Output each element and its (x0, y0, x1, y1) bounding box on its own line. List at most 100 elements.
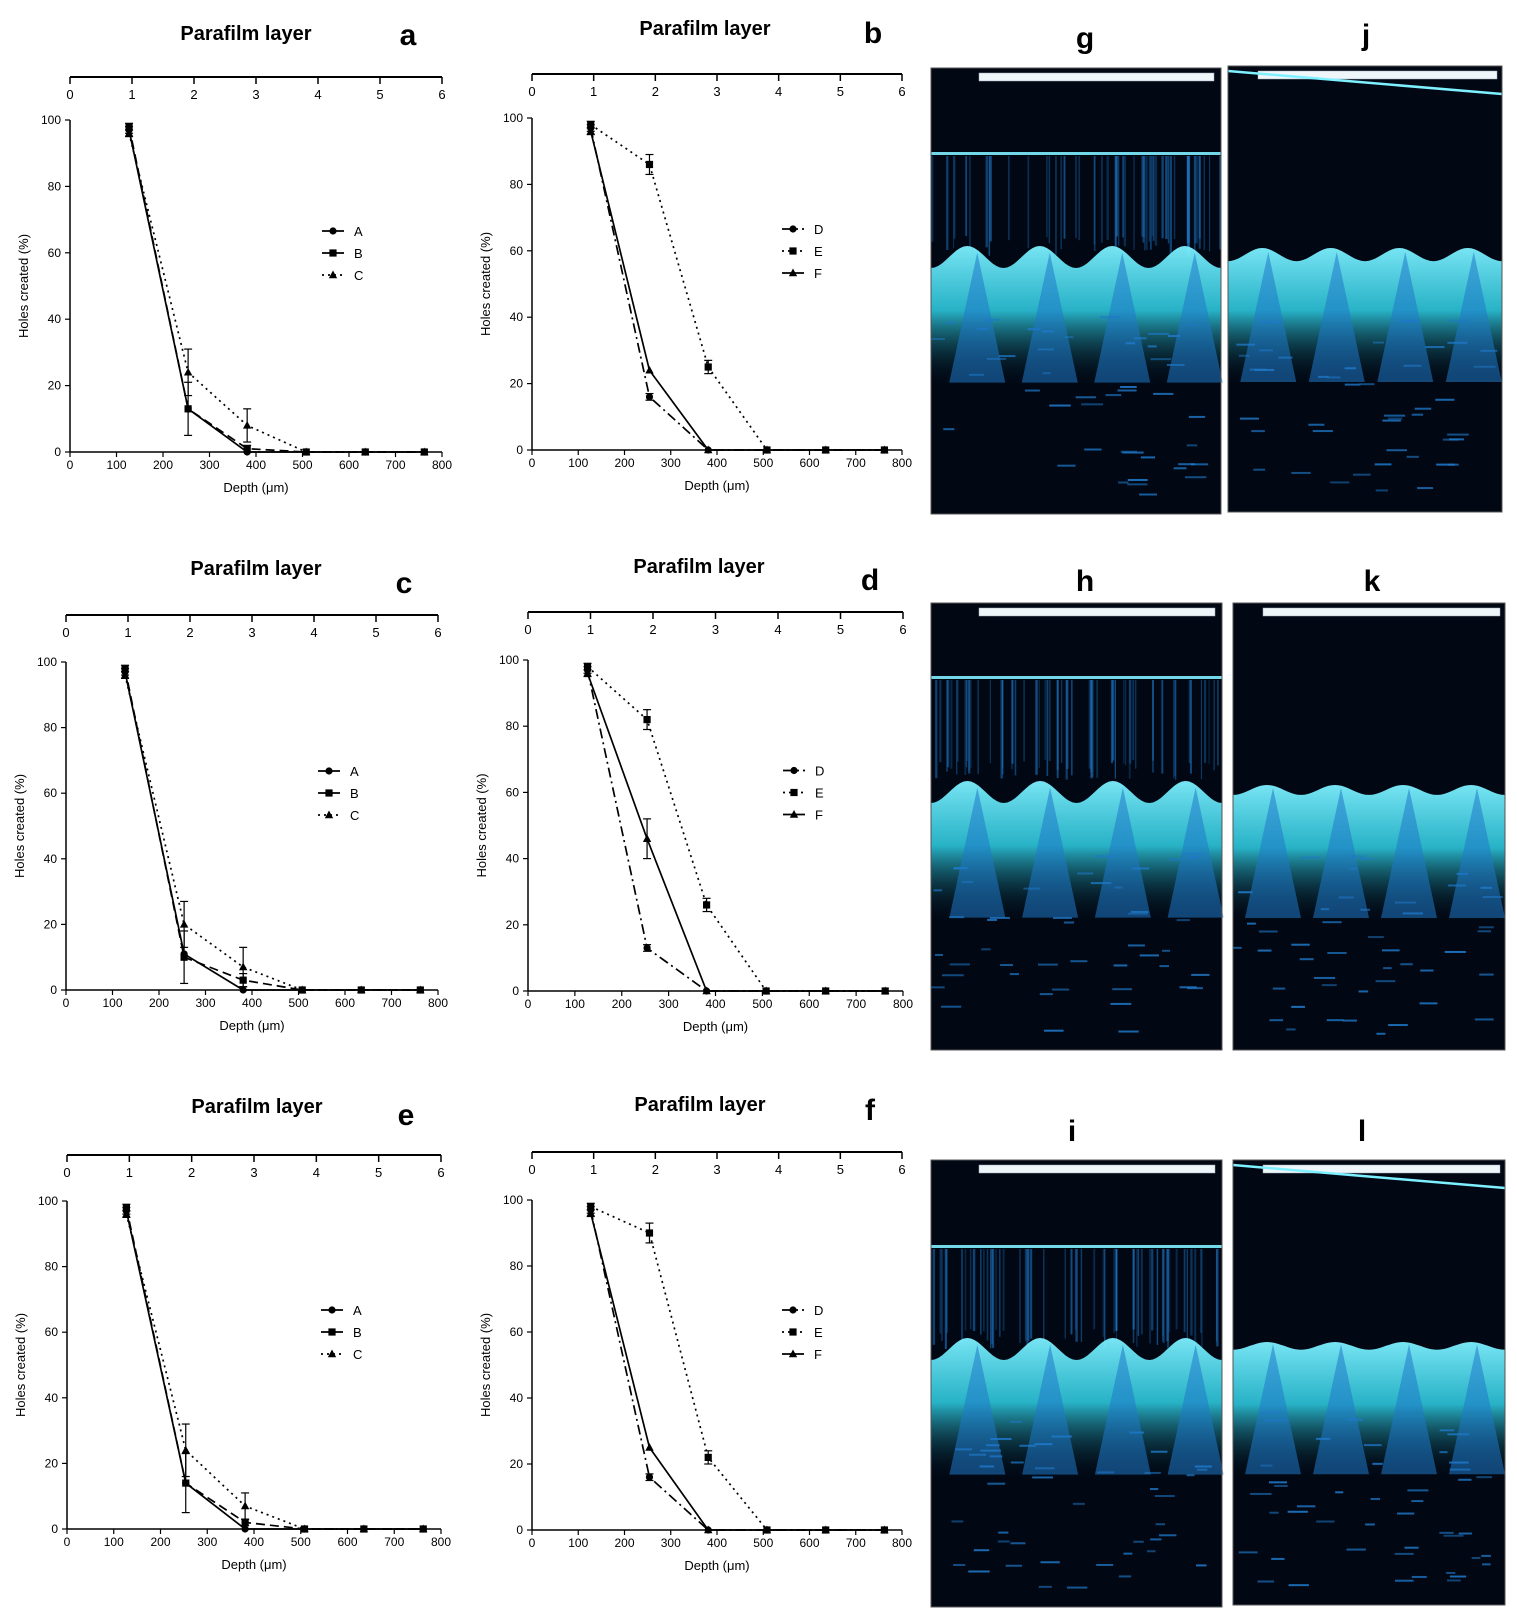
speckle-streak (939, 680, 942, 763)
speckle-dash (1127, 478, 1148, 481)
speckle-dash (1024, 389, 1040, 392)
speckle-streak (1169, 156, 1173, 255)
speckle-dash (1159, 965, 1169, 968)
series-F (583, 668, 890, 995)
data-point-C (357, 985, 366, 994)
legend-marker (789, 1306, 797, 1314)
series-D (586, 1205, 889, 1534)
speckle-dash (1287, 1510, 1308, 1513)
top-axis-tick-label: 6 (898, 84, 905, 99)
x-tick-label: 700 (846, 997, 866, 1011)
data-point-F (586, 126, 595, 135)
speckle-streak (1174, 680, 1177, 780)
speckle-dash (1196, 1564, 1207, 1567)
speckle-streak (945, 1249, 949, 1333)
data-point-E (704, 1453, 712, 1461)
speckle-dash (1072, 1502, 1085, 1505)
speckle-dash (1131, 867, 1150, 870)
speckle-streak (1046, 680, 1049, 777)
x-tick-label: 0 (529, 1536, 536, 1550)
speckle-dash (941, 1005, 962, 1008)
y-tick-label: 60 (510, 1325, 524, 1339)
x-axis-label: Depth (μm) (223, 480, 288, 495)
top-axis-tick-label: 4 (310, 625, 317, 640)
speckle-dash (955, 1448, 972, 1451)
speckle-dash (1251, 430, 1265, 433)
speckle-dash (998, 1531, 1009, 1534)
legend-item-B: B (321, 1325, 362, 1340)
x-tick-label: 800 (431, 1535, 451, 1549)
speckle-dash (1188, 415, 1206, 418)
speckle-dash (1386, 449, 1407, 452)
speckle-dash (1397, 1512, 1415, 1515)
speckle-dash (1000, 964, 1014, 967)
data-point-F (704, 445, 713, 454)
speckle-dash (953, 866, 968, 869)
y-tick-label: 60 (48, 246, 62, 260)
top-axis-tick-label: 4 (774, 622, 781, 637)
x-tick-label: 200 (614, 456, 634, 470)
speckle-dash (1120, 450, 1138, 453)
x-tick-label: 300 (199, 458, 219, 472)
reflection-line (931, 676, 1222, 679)
speckle-dash (1154, 1495, 1175, 1498)
data-point-C (416, 985, 425, 994)
speckle-dash (1482, 896, 1503, 899)
data-point-F (702, 986, 711, 995)
data-point-F (821, 1525, 830, 1534)
speckle-streak (1134, 680, 1137, 769)
legend-label: A (353, 1303, 362, 1318)
top-axis-tick-label: 5 (375, 1165, 382, 1180)
speckle-dash (1447, 884, 1467, 887)
speckle-dash (1388, 417, 1403, 420)
y-tick-label: 20 (45, 1456, 59, 1470)
x-tick-label: 500 (753, 456, 773, 470)
speckle-dash (1478, 926, 1494, 929)
speckle-dash (1376, 1032, 1386, 1035)
speckle-dash (1010, 1461, 1024, 1464)
scale-bar (1257, 70, 1498, 80)
image-panel-letter: l (1358, 1115, 1366, 1148)
y-tick-label: 20 (48, 379, 62, 393)
speckle-streak (1183, 1249, 1186, 1333)
speckle-dash (1238, 891, 1253, 894)
speckle-dash (1436, 463, 1455, 466)
top-axis-tick-label: 1 (126, 1165, 133, 1180)
speckle-dash (1313, 976, 1336, 979)
speckle-streak (1198, 156, 1201, 249)
speckle-dash (1105, 394, 1122, 397)
speckle-streak (1188, 680, 1191, 764)
series-A (125, 126, 428, 456)
x-tick-label: 700 (846, 456, 866, 470)
speckle-dash (1286, 1028, 1296, 1031)
speckle-dash (1150, 1488, 1159, 1491)
needle-cone (1445, 251, 1502, 382)
data-point-E (702, 901, 711, 909)
legend-item-E: E (782, 1325, 823, 1340)
speckle-streak (1137, 1249, 1140, 1337)
speckle-dash (1359, 383, 1375, 386)
needle-cone (1308, 251, 1365, 382)
speckle-dash (1299, 958, 1314, 961)
speckle-dash (1471, 1557, 1481, 1560)
speckle-streak (1136, 1249, 1138, 1347)
oct-image-j: j (1227, 19, 1503, 513)
speckle-dash (1049, 404, 1071, 407)
data-point-C (120, 670, 130, 679)
speckle-streak (1063, 156, 1066, 239)
speckle-streak (1026, 1249, 1029, 1348)
y-tick-label: 40 (506, 852, 520, 866)
x-tick-label: 0 (529, 456, 536, 470)
legend-marker (788, 1349, 798, 1358)
legend-label: E (814, 244, 823, 259)
legend-marker (328, 1306, 336, 1314)
top-axis-tick-label: 3 (248, 625, 255, 640)
speckle-streak (983, 1249, 985, 1332)
speckle-streak (1162, 1249, 1164, 1341)
speckle-streak (1151, 1249, 1154, 1331)
oct-image-l: l (1232, 1115, 1506, 1606)
speckle-dash (1090, 882, 1112, 885)
speckle-dash (997, 1540, 1010, 1543)
x-tick-label: 600 (799, 1536, 819, 1550)
speckle-dash (1147, 345, 1157, 348)
